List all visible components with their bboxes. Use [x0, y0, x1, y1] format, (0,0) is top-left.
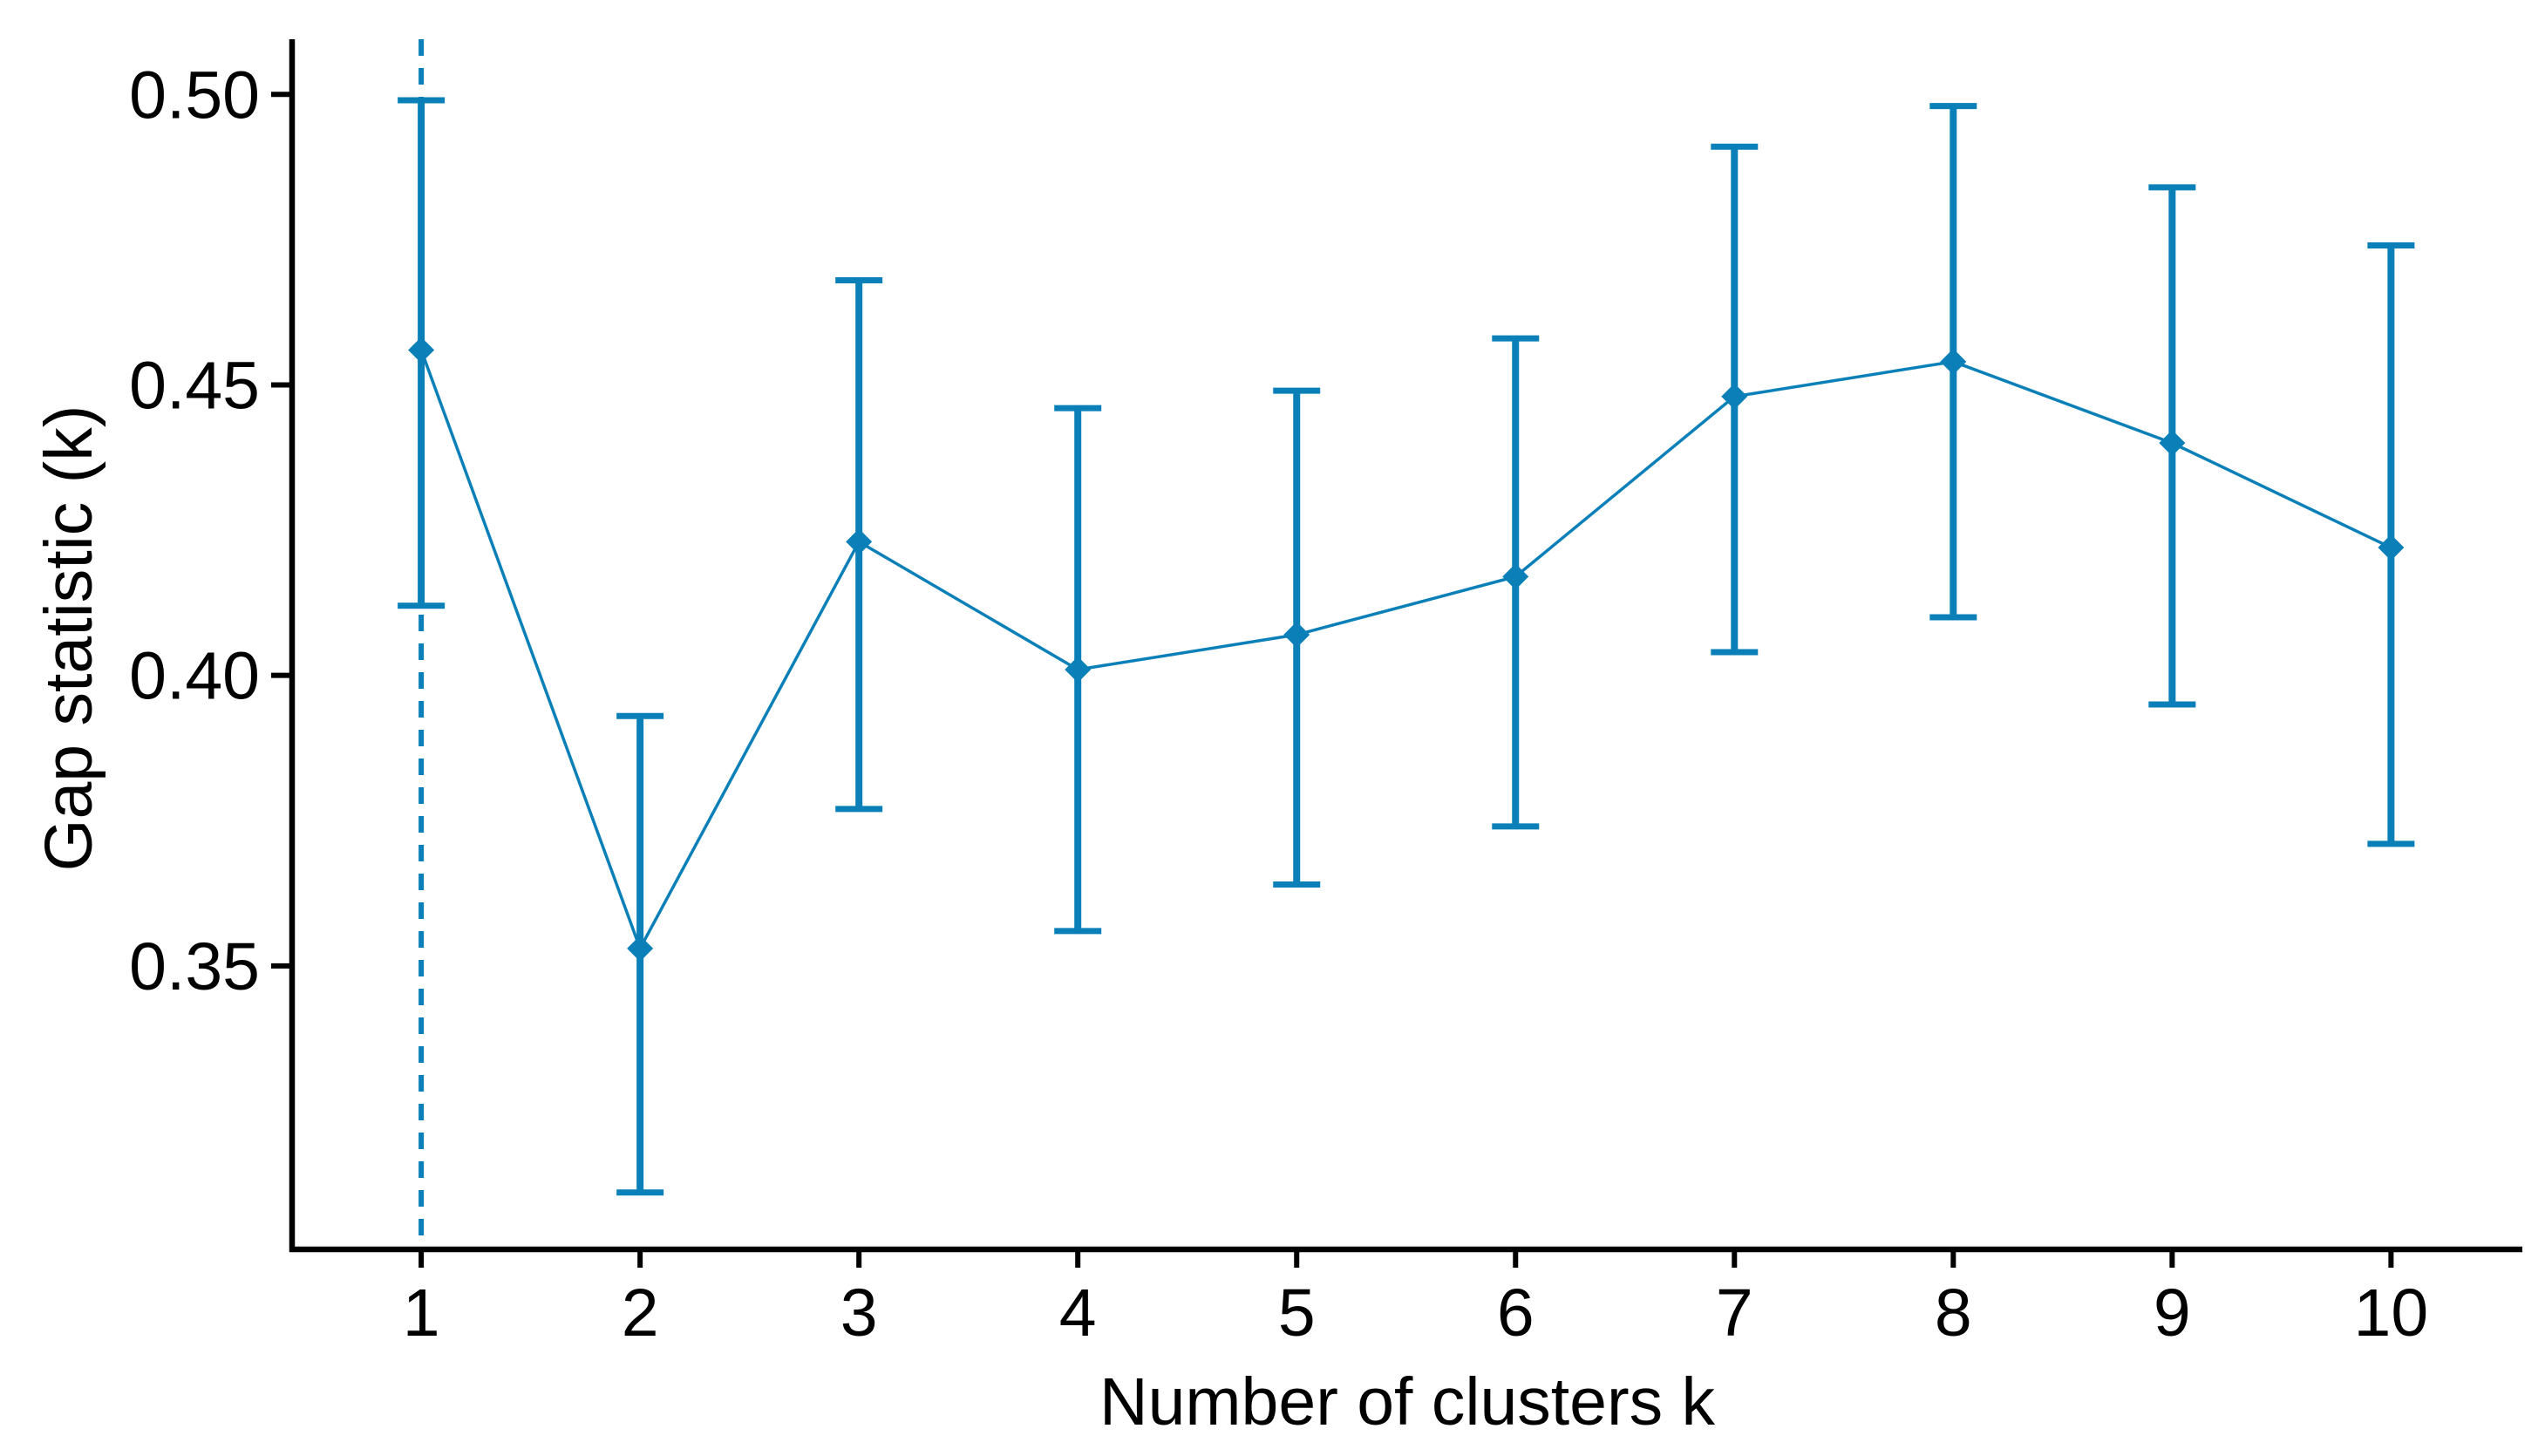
data-points-layer [408, 337, 2405, 962]
error-bars-layer [398, 97, 2415, 1196]
x-tick-label: 6 [1497, 1276, 1534, 1351]
y-tick-label: 0.35 [129, 929, 260, 1004]
data-point-diamond-k8 [1940, 348, 1967, 375]
axes-layer [271, 39, 2522, 1268]
tick-labels-layer: 0.50 0.45 0.40 0.35 1 2 3 4 5 6 7 8 9 10 [129, 58, 2428, 1351]
x-tick-label: 3 [840, 1276, 878, 1351]
x-tick-label: 2 [622, 1276, 659, 1351]
y-tick-label: 0.45 [129, 348, 260, 423]
x-tick-label: 7 [1716, 1276, 1753, 1351]
data-point-diamond-k5 [1283, 622, 1310, 649]
data-point-diamond-k1 [408, 337, 435, 364]
data-point-diamond-k3 [846, 528, 873, 555]
data-point-diamond-k7 [1721, 383, 1748, 410]
series-line-layer [419, 349, 2392, 953]
x-tick-label: 5 [1278, 1276, 1316, 1351]
x-tick-label: 9 [2154, 1276, 2191, 1351]
gap-statistic-line [419, 349, 2392, 953]
x-tick-label: 10 [2354, 1276, 2429, 1351]
x-tick-label: 4 [1059, 1276, 1097, 1351]
data-point-diamond-k6 [1502, 563, 1529, 590]
y-tick-label: 0.50 [129, 58, 260, 133]
data-point-diamond-k4 [1065, 656, 1092, 683]
data-point-diamond-k2 [627, 935, 654, 962]
data-point-diamond-k9 [2159, 430, 2186, 457]
data-point-diamond-k10 [2378, 534, 2405, 561]
x-tick-label: 8 [1935, 1276, 1972, 1351]
x-tick-label: 1 [403, 1276, 440, 1351]
y-tick-label: 0.40 [129, 639, 260, 714]
x-axis-title: Number of clusters k [1099, 1364, 1716, 1439]
y-axis-title: Gap statistic (k) [31, 405, 106, 872]
